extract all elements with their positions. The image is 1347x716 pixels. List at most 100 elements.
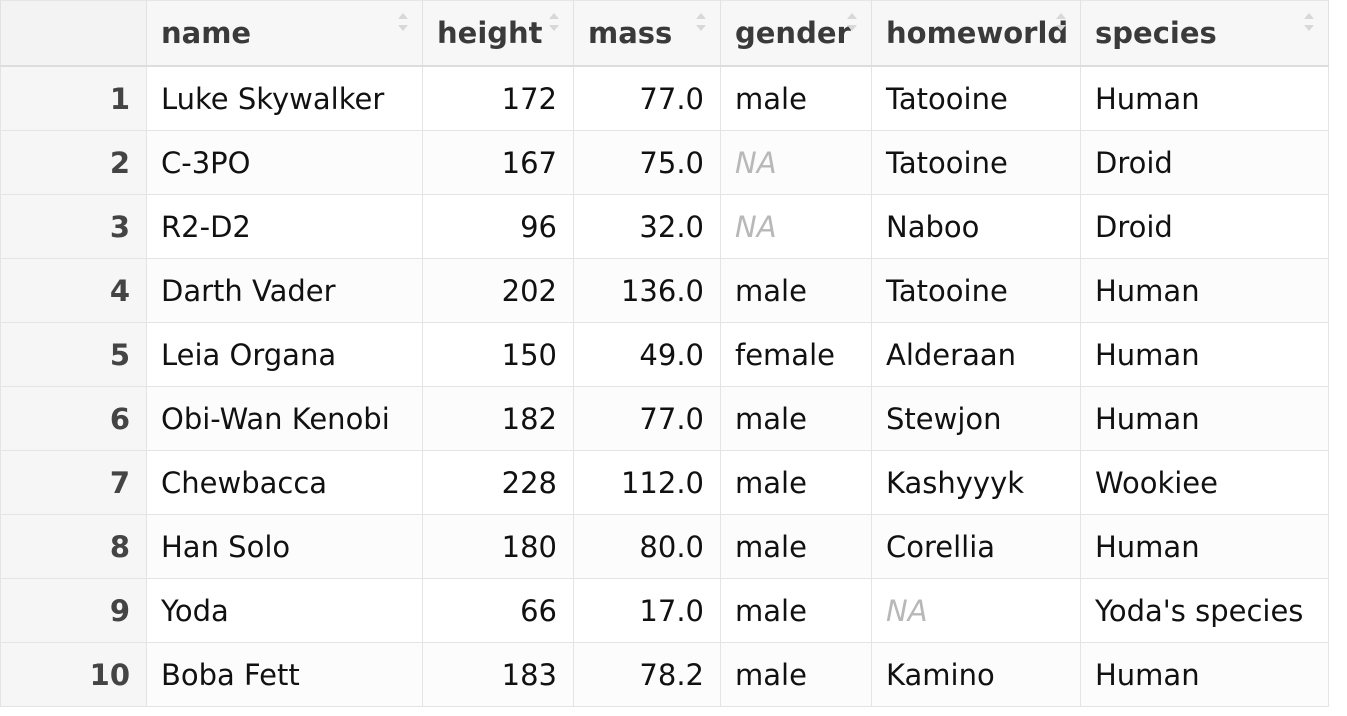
- cell-homeworld: Tatooine: [871, 65, 1081, 131]
- cell-gender: male: [720, 258, 872, 323]
- table-row: 3 R2-D2 96 32.0 NA Naboo Droid: [0, 194, 1329, 259]
- row-index: 2: [0, 130, 147, 195]
- cell-species: Human: [1080, 514, 1329, 579]
- cell-mass: 77.0: [573, 386, 721, 451]
- cell-homeworld: Corellia: [871, 514, 1081, 579]
- row-index: 10: [0, 642, 147, 707]
- cell-name: R2-D2: [146, 194, 423, 259]
- table-row: 4 Darth Vader 202 136.0 male Tatooine Human: [0, 258, 1329, 323]
- cell-mass: 77.0: [573, 65, 721, 131]
- row-index: 3: [0, 194, 147, 259]
- cell-homeworld: Naboo: [871, 194, 1081, 259]
- cell-height: 167: [422, 130, 574, 195]
- cell-name: Darth Vader: [146, 258, 423, 323]
- cell-gender: male: [720, 450, 872, 515]
- cell-species: Wookiee: [1080, 450, 1329, 515]
- sort-arrows-icon[interactable]: [694, 11, 708, 33]
- table-row: 8 Han Solo 180 80.0 male Corellia Human: [0, 514, 1329, 579]
- cell-name: Luke Skywalker: [146, 65, 423, 131]
- column-header-height[interactable]: height: [422, 0, 574, 67]
- row-index: 6: [0, 386, 147, 451]
- column-header-label: height: [437, 16, 543, 50]
- cell-gender: male: [720, 386, 872, 451]
- cell-name: Boba Fett: [146, 642, 423, 707]
- cell-species: Human: [1080, 386, 1329, 451]
- cell-gender: male: [720, 514, 872, 579]
- row-index: 1: [0, 65, 147, 131]
- cell-name: Chewbacca: [146, 450, 423, 515]
- cell-mass: 49.0: [573, 322, 721, 387]
- data-viewer: name height mass gender homeworld species 1 Lu…: [0, 0, 1329, 707]
- column-header-label: homeworld: [886, 16, 1069, 50]
- cell-homeworld: Stewjon: [871, 386, 1081, 451]
- sort-arrows-icon[interactable]: [1302, 11, 1316, 33]
- table-row: 1 Luke Skywalker 172 77.0 male Tatooine Human: [0, 65, 1329, 131]
- cell-species: Human: [1080, 65, 1329, 131]
- column-header-name[interactable]: name: [146, 0, 423, 67]
- row-index: 7: [0, 450, 147, 515]
- cell-height: 172: [422, 65, 574, 131]
- cell-name: Yoda: [146, 578, 423, 643]
- cell-gender: NA: [720, 194, 872, 259]
- column-header-species[interactable]: species: [1080, 0, 1329, 67]
- sort-arrows-icon[interactable]: [547, 11, 561, 33]
- row-index: 4: [0, 258, 147, 323]
- cell-name: Leia Organa: [146, 322, 423, 387]
- column-header-label: species: [1095, 16, 1217, 50]
- cell-mass: 80.0: [573, 514, 721, 579]
- column-header-homeworld[interactable]: homeworld: [871, 0, 1081, 67]
- sort-arrows-icon[interactable]: [845, 11, 859, 33]
- cell-gender: male: [720, 578, 872, 643]
- cell-name: C-3PO: [146, 130, 423, 195]
- cell-mass: 32.0: [573, 194, 721, 259]
- cell-gender: NA: [720, 130, 872, 195]
- cell-name: Han Solo: [146, 514, 423, 579]
- column-header-mass[interactable]: mass: [573, 0, 721, 67]
- cell-gender: male: [720, 642, 872, 707]
- cell-species: Droid: [1080, 130, 1329, 195]
- cell-species: Droid: [1080, 194, 1329, 259]
- cell-height: 96: [422, 194, 574, 259]
- cell-mass: 75.0: [573, 130, 721, 195]
- cell-species: Yoda's species: [1080, 578, 1329, 643]
- cell-height: 180: [422, 514, 574, 579]
- cell-gender: male: [720, 65, 872, 131]
- cell-homeworld: Alderaan: [871, 322, 1081, 387]
- table-row: 6 Obi-Wan Kenobi 182 77.0 male Stewjon Human: [0, 386, 1329, 451]
- data-table: name height mass gender homeworld species 1 Lu…: [0, 0, 1329, 707]
- cell-height: 228: [422, 450, 574, 515]
- cell-height: 182: [422, 386, 574, 451]
- table-header: name height mass gender homeworld species: [0, 0, 1329, 67]
- cell-height: 202: [422, 258, 574, 323]
- cell-species: Human: [1080, 642, 1329, 707]
- cell-homeworld: Kamino: [871, 642, 1081, 707]
- table-row: 5 Leia Organa 150 49.0 female Alderaan Human: [0, 322, 1329, 387]
- cell-mass: 17.0: [573, 578, 721, 643]
- table-row: 10 Boba Fett 183 78.2 male Kamino Human: [0, 642, 1329, 707]
- header-row: name height mass gender homeworld species: [0, 0, 1329, 67]
- table-row: 2 C-3PO 167 75.0 NA Tatooine Droid: [0, 130, 1329, 195]
- cell-mass: 112.0: [573, 450, 721, 515]
- cell-species: Human: [1080, 322, 1329, 387]
- cell-gender: female: [720, 322, 872, 387]
- cell-height: 66: [422, 578, 574, 643]
- cell-height: 183: [422, 642, 574, 707]
- cell-mass: 78.2: [573, 642, 721, 707]
- sort-arrows-icon[interactable]: [396, 11, 410, 33]
- cell-name: Obi-Wan Kenobi: [146, 386, 423, 451]
- cell-mass: 136.0: [573, 258, 721, 323]
- cell-homeworld: Kashyyyk: [871, 450, 1081, 515]
- row-index-header: [0, 0, 147, 67]
- table-row: 7 Chewbacca 228 112.0 male Kashyyyk Wookiee: [0, 450, 1329, 515]
- table-body: 1 Luke Skywalker 172 77.0 male Tatooine Human 2…: [0, 65, 1329, 707]
- column-header-label: mass: [588, 16, 673, 50]
- column-header-label: name: [161, 16, 252, 50]
- row-index: 9: [0, 578, 147, 643]
- cell-height: 150: [422, 322, 574, 387]
- column-header-gender[interactable]: gender: [720, 0, 872, 67]
- column-header-label: gender: [735, 16, 851, 50]
- cell-homeworld: NA: [871, 578, 1081, 643]
- row-index: 5: [0, 322, 147, 387]
- sort-arrows-icon[interactable]: [1054, 11, 1068, 33]
- row-index: 8: [0, 514, 147, 579]
